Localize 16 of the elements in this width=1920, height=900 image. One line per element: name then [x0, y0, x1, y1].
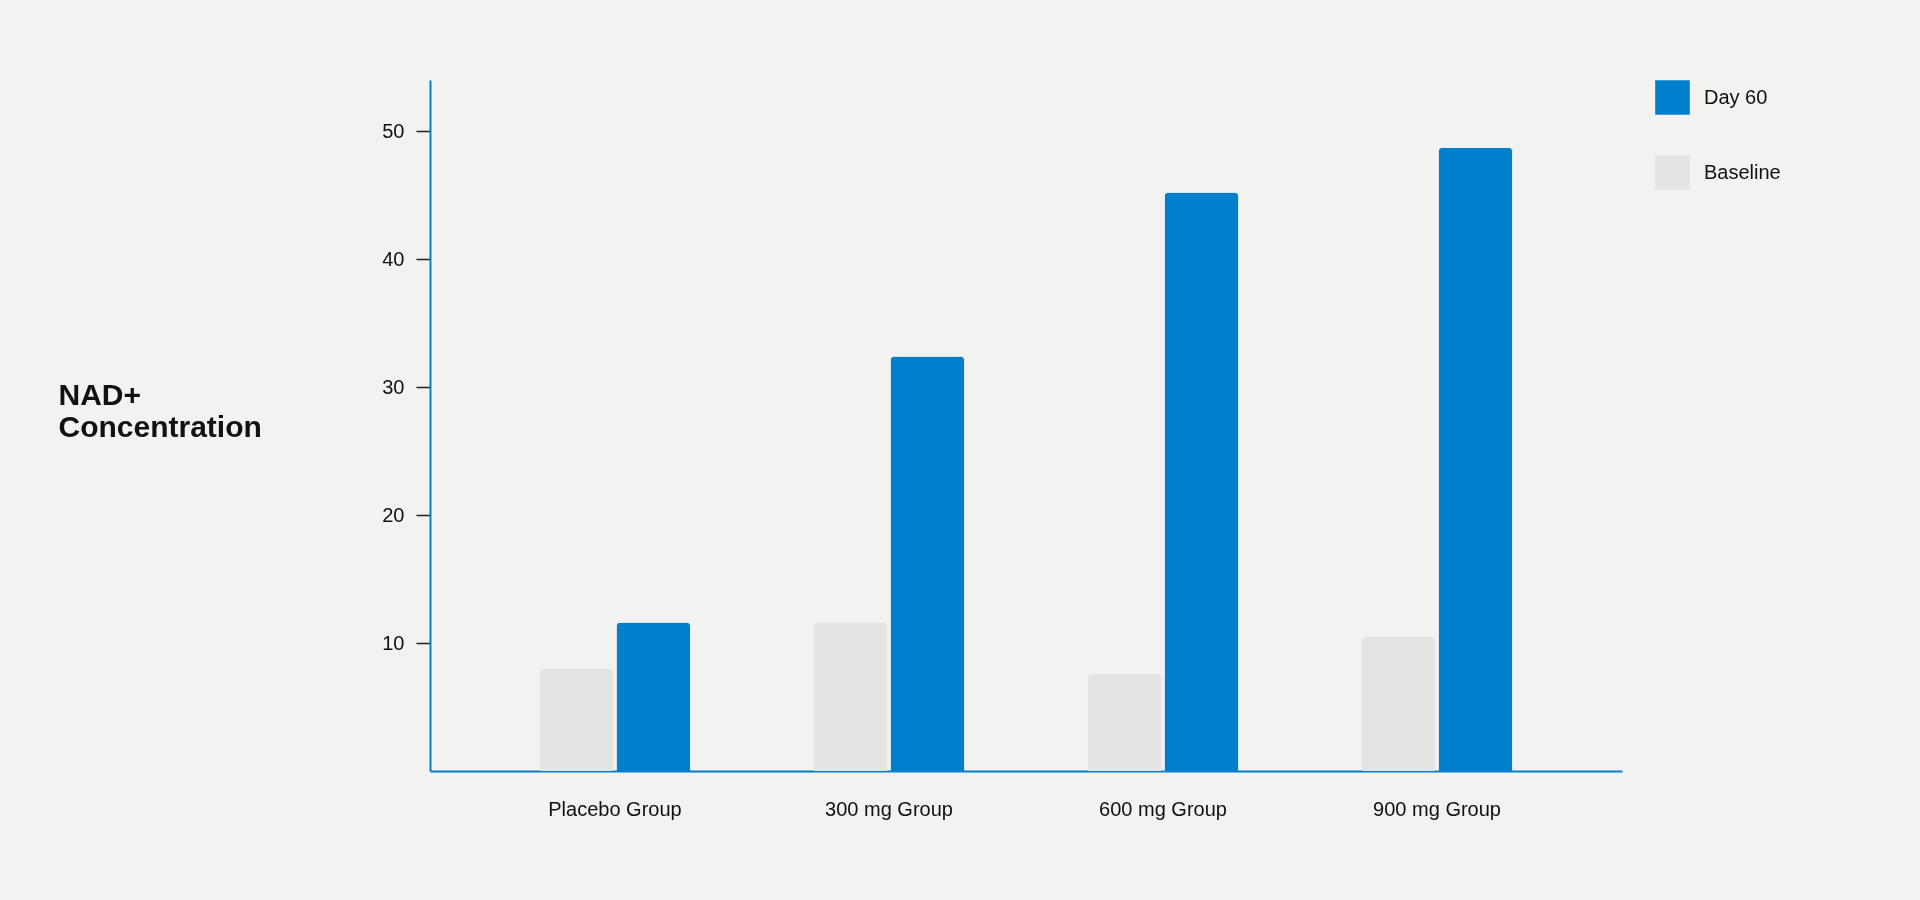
bar [1361, 636, 1436, 771]
y-tick-label: 50 [382, 119, 405, 142]
y-tick-label: 20 [382, 503, 405, 526]
bar [1087, 673, 1162, 771]
y-tick-label: 10 [382, 631, 405, 654]
x-tick-label: 300 mg Group [825, 797, 953, 820]
y-axis-title: NAD+ Concentration [58, 377, 262, 443]
x-tick-label: 900 mg Group [1373, 797, 1501, 820]
y-tick-label: 30 [382, 375, 405, 398]
bar [539, 668, 614, 771]
legend-label: Baseline [1704, 160, 1781, 183]
legend-label: Day 60 [1704, 85, 1768, 108]
bar [813, 622, 888, 771]
y-tick-label: 40 [382, 247, 405, 270]
x-tick-label: 600 mg Group [1099, 797, 1227, 820]
x-tick-label: Placebo Group [548, 797, 682, 820]
